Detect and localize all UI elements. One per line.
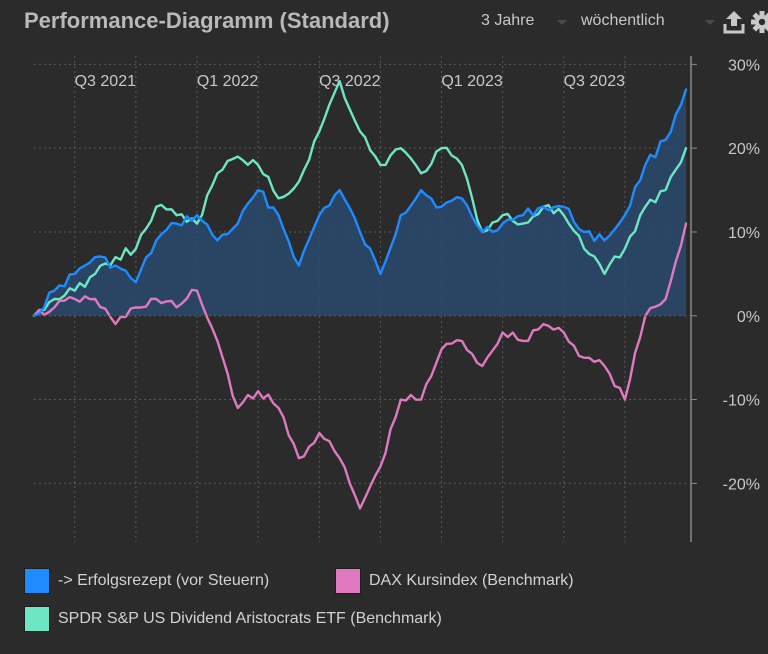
chevron-down-icon	[705, 20, 715, 25]
upload-icon	[723, 11, 745, 34]
x-tick-label: Q3 2022	[319, 73, 380, 90]
chart-legend: -> Erfolgsrezept (vor Steuern) DAX Kursi…	[0, 562, 768, 654]
legend-swatch-spdr	[24, 606, 50, 632]
legend-label-spdr: SPDR S&P US Dividend Aristocrats ETF (Be…	[58, 610, 442, 627]
settings-button[interactable]	[750, 8, 768, 36]
legend-label-dax: DAX Kursindex (Benchmark)	[369, 572, 574, 589]
chart-header: Performance-Diagramm (Standard) 3 Jahre …	[0, 0, 768, 46]
x-tick-label: Q3 2021	[75, 73, 136, 90]
chevron-down-icon	[557, 20, 567, 25]
legend-label-portfolio: -> Erfolgsrezept (vor Steuern)	[58, 572, 270, 589]
y-tick-label: 20%	[728, 141, 760, 158]
period-dropdown-value: 3 Jahre	[481, 12, 535, 29]
series-area-portfolio	[34, 89, 686, 316]
x-tick-label: Q1 2022	[197, 73, 258, 90]
export-button[interactable]	[722, 8, 746, 36]
legend-swatch-dax	[335, 568, 361, 594]
x-tick-label: Q1 2023	[441, 73, 502, 90]
gear-icon	[751, 11, 768, 33]
series-line-dax	[32, 222, 688, 510]
y-tick-label: 10%	[728, 225, 760, 242]
period-dropdown[interactable]: 3 Jahre	[481, 12, 567, 30]
legend-swatch-portfolio	[24, 568, 50, 594]
series-line-spdr	[32, 79, 688, 317]
y-tick-label: -20%	[723, 476, 760, 493]
y-tick-label: 30%	[728, 57, 760, 74]
y-tick-label: 0%	[737, 309, 760, 326]
chart-title: Performance-Diagramm (Standard)	[24, 8, 390, 33]
y-tick-label: -10%	[723, 393, 760, 410]
chart-area: 30% 20% 10% 0% -10% -20% Q3 2021 Q1 2022 Q3 2022…	[0, 46, 768, 556]
performance-chart: 30% 20% 10% 0% -10% -20% Q3 2021 Q1 2022 Q3 2022…	[32, 56, 760, 542]
interval-dropdown[interactable]: wöchentlich	[581, 12, 715, 30]
x-tick-label: Q3 2023	[564, 73, 625, 90]
interval-dropdown-value: wöchentlich	[581, 12, 665, 29]
series-line-portfolio	[32, 88, 688, 317]
